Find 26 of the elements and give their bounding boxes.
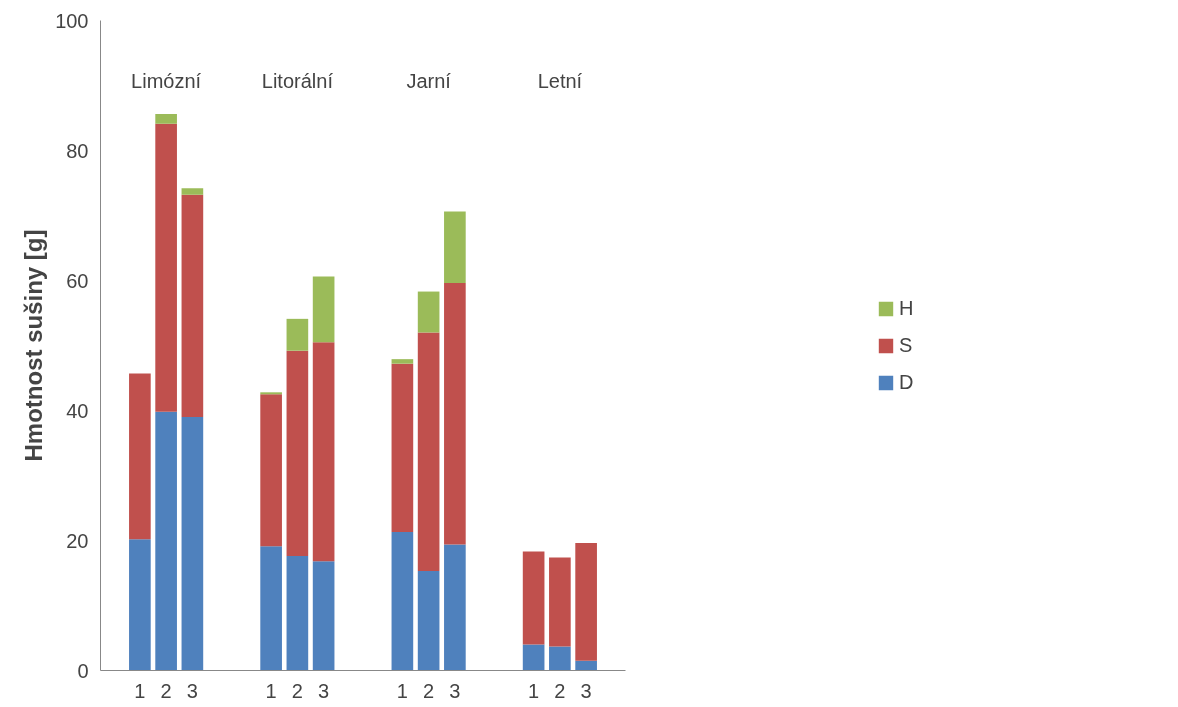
x-tick-label: 2: [291, 679, 303, 702]
x-tick-label: 2: [160, 679, 172, 702]
x-tick-label: 1: [396, 679, 408, 702]
x-tick-label: 2: [423, 679, 435, 702]
annotation: Letní: [537, 70, 583, 92]
y-tick-label: 100: [55, 9, 89, 32]
x-tick-label: 3: [186, 679, 198, 702]
annotation: Limózní: [131, 70, 202, 92]
y-tick-label: 60: [66, 269, 89, 292]
x-tick-label: 3: [449, 679, 461, 702]
y-tick-label: 0: [77, 659, 89, 682]
y-tick-label: 40: [66, 399, 89, 422]
x-tick-label: 1: [528, 679, 540, 702]
x-tick-label: 1: [134, 679, 146, 702]
annotation: Jarní: [406, 70, 452, 92]
legend-label: D: [899, 370, 915, 394]
legend-label: S: [899, 333, 914, 357]
annotation: Litorální: [261, 70, 334, 92]
y-tick-label: 20: [66, 529, 89, 552]
y-axis-title: Hmotnost sušiny [g]: [20, 229, 48, 462]
x-tick-label: 2: [554, 679, 566, 702]
y-tick-label: 80: [66, 139, 89, 162]
x-tick-label: 3: [580, 679, 592, 702]
x-tick-label: 1: [265, 679, 277, 702]
legend-label: H: [899, 296, 915, 320]
x-tick-label: 3: [318, 679, 330, 702]
